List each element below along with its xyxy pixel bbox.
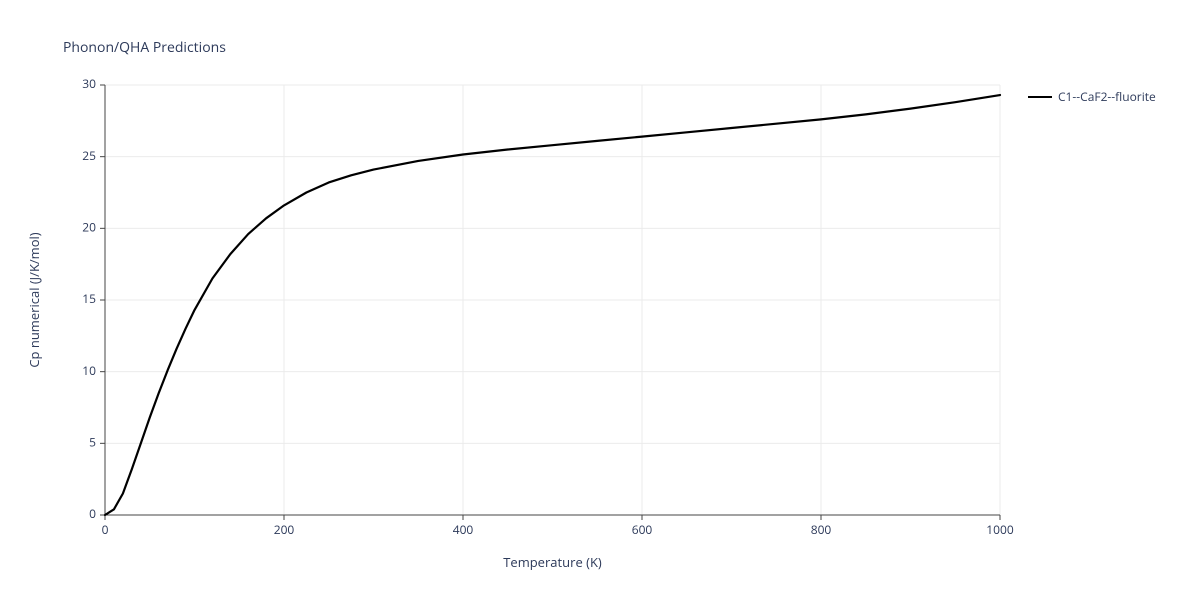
y-tick-label: 15 [82, 290, 96, 307]
chart-container: Phonon/QHA Predictions Temperature (K) C… [0, 0, 1200, 600]
y-tick-label: 20 [82, 219, 96, 236]
y-tick-label: 5 [89, 434, 96, 451]
x-tick-label: 400 [453, 521, 474, 538]
legend: C1--CaF2--fluorite [1028, 88, 1156, 105]
y-tick-label: 30 [82, 75, 96, 92]
legend-series-label: C1--CaF2--fluorite [1058, 88, 1156, 105]
chart-svg: 0 200 400 600 800 1000 0 5 10 15 20 25 30 [0, 0, 1200, 600]
y-tick-label: 25 [82, 147, 96, 164]
x-tick-label: 1000 [986, 521, 1014, 538]
x-tick-label: 0 [102, 521, 109, 538]
legend-swatch [1028, 96, 1052, 98]
x-tick-label: 600 [632, 521, 653, 538]
x-tick-label: 200 [274, 521, 295, 538]
y-tick-label: 0 [89, 505, 96, 522]
x-tick-label: 800 [811, 521, 832, 538]
y-tick-label: 10 [82, 362, 96, 379]
series-line [105, 95, 1000, 515]
